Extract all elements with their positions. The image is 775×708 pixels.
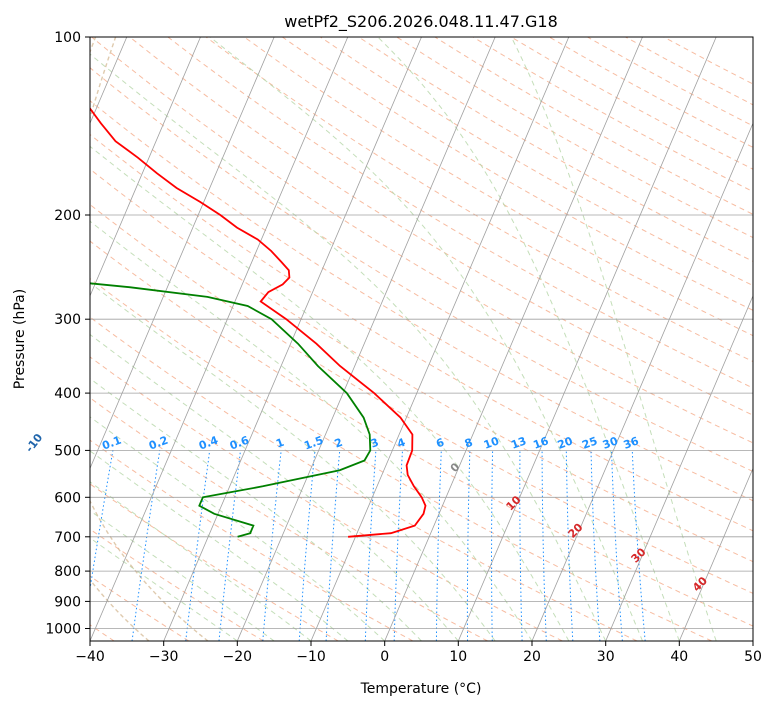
x-tick-label: 10 <box>449 649 467 665</box>
mixing-ratio-label: 20 <box>556 434 575 452</box>
x-tick-label: 20 <box>523 649 541 665</box>
x-tick-label: 0 <box>380 649 389 665</box>
isotherm-line <box>457 37 717 641</box>
dry-adiabat <box>90 240 753 627</box>
dry-adiabat <box>90 397 488 641</box>
moist-adiabat <box>90 220 533 641</box>
moist-adiabat <box>90 53 607 641</box>
dry-adiabat <box>282 37 753 311</box>
y-tick-label: 300 <box>54 312 81 328</box>
moist-adiabat <box>90 481 312 641</box>
dry-adiabat <box>205 37 753 363</box>
x-tick-label: 30 <box>597 649 615 665</box>
axis-ticks: −40 −30 −20 −10 0 10 20 30 40 5010020030040050060… <box>45 30 762 665</box>
plot-area <box>90 37 753 641</box>
y-tick-label: 900 <box>54 594 81 610</box>
y-tick-label: 500 <box>54 443 81 459</box>
mixing-ratio-line <box>218 450 241 641</box>
mixing-ratio-label: 25 <box>580 434 599 451</box>
mixing-ratio-label: 0.1 <box>100 434 123 453</box>
dry-adiabat <box>90 168 753 563</box>
y-tick-label: 600 <box>54 490 81 506</box>
moist-adiabat <box>510 37 717 641</box>
mixing-ratio-label: 30 <box>601 434 620 452</box>
dry-adiabat <box>90 67 753 473</box>
x-axis-label: Temperature (°C) <box>360 681 482 697</box>
moist-adiabat <box>90 333 459 641</box>
y-tick-label: 1000 <box>45 622 81 638</box>
moist-adiabat <box>90 450 349 641</box>
x-tick-label: −10 <box>296 649 326 665</box>
moist-adiabat <box>209 37 643 641</box>
isotherm-line <box>605 294 753 641</box>
plot-frame <box>89 36 754 642</box>
mixing-ratio-line <box>90 450 114 592</box>
mixing-ratio-label: 0.2 <box>147 434 170 453</box>
chart-title: wetPf2_S206.2026.048.11.47.G18 <box>284 12 558 32</box>
y-tick-label: 700 <box>54 530 81 546</box>
x-tick-label: 40 <box>670 649 688 665</box>
mixing-ratio-label: 2 <box>333 436 345 451</box>
mixing-ratio-label: 3 <box>369 436 381 451</box>
dry-adiabat <box>90 203 753 594</box>
mixing-ratio-label: 1.5 <box>302 434 325 453</box>
mixing-ratio-label: 1 <box>274 436 286 451</box>
mixing-ratio-label: 16 <box>531 434 550 452</box>
isotherm-line <box>90 37 349 641</box>
isotherm-line <box>384 37 643 641</box>
isotherm-line <box>236 37 496 641</box>
moist-adiabat <box>90 282 496 641</box>
x-tick-label: −30 <box>149 649 179 665</box>
moist-adiabat <box>90 416 386 641</box>
mixing-ratio-label: 0.4 <box>197 434 220 453</box>
mixing-ratio-label: 4 <box>395 436 407 451</box>
mixing-ratio-label: 10 <box>482 434 501 452</box>
isotherm-line <box>90 37 201 297</box>
x-tick-label: 50 <box>744 649 762 665</box>
dry-adiabat <box>90 133 753 532</box>
moist-adiabat <box>90 510 275 641</box>
dewpoint-line <box>90 282 372 538</box>
moist-adiabat <box>90 537 238 641</box>
mixing-ratio-line <box>185 450 211 641</box>
mixing-ratio-line <box>262 450 282 641</box>
x-tick-label: −20 <box>223 649 253 665</box>
mixing-ratio-label: 8 <box>463 436 475 451</box>
y-axis-label: Pressure (hPa) <box>12 289 28 389</box>
isotherm-line <box>678 467 753 641</box>
temperature-line <box>90 106 427 538</box>
mixing-ratio-label: 0.6 <box>228 434 251 453</box>
dry-adiabat <box>90 483 339 641</box>
isotherm-line <box>531 122 753 641</box>
mixing-ratio-label: 36 <box>622 434 641 452</box>
y-tick-label: 100 <box>54 30 81 46</box>
dry-adiabat <box>129 37 753 416</box>
y-tick-label: 200 <box>54 208 81 224</box>
mixing-ratio-label: 13 <box>509 434 528 451</box>
mixing-ratio-label: 6 <box>434 436 446 451</box>
isotherm-line <box>310 37 570 641</box>
moist-adiabat <box>90 145 570 641</box>
dry-adiabat <box>90 356 563 641</box>
isotherm-line <box>90 37 275 470</box>
wet-bulb-zero-line <box>90 37 209 641</box>
x-tick-label: −40 <box>75 649 105 665</box>
y-tick-label: 800 <box>54 564 81 580</box>
moist-adiabat <box>377 37 680 641</box>
y-tick-label: 400 <box>54 386 81 402</box>
